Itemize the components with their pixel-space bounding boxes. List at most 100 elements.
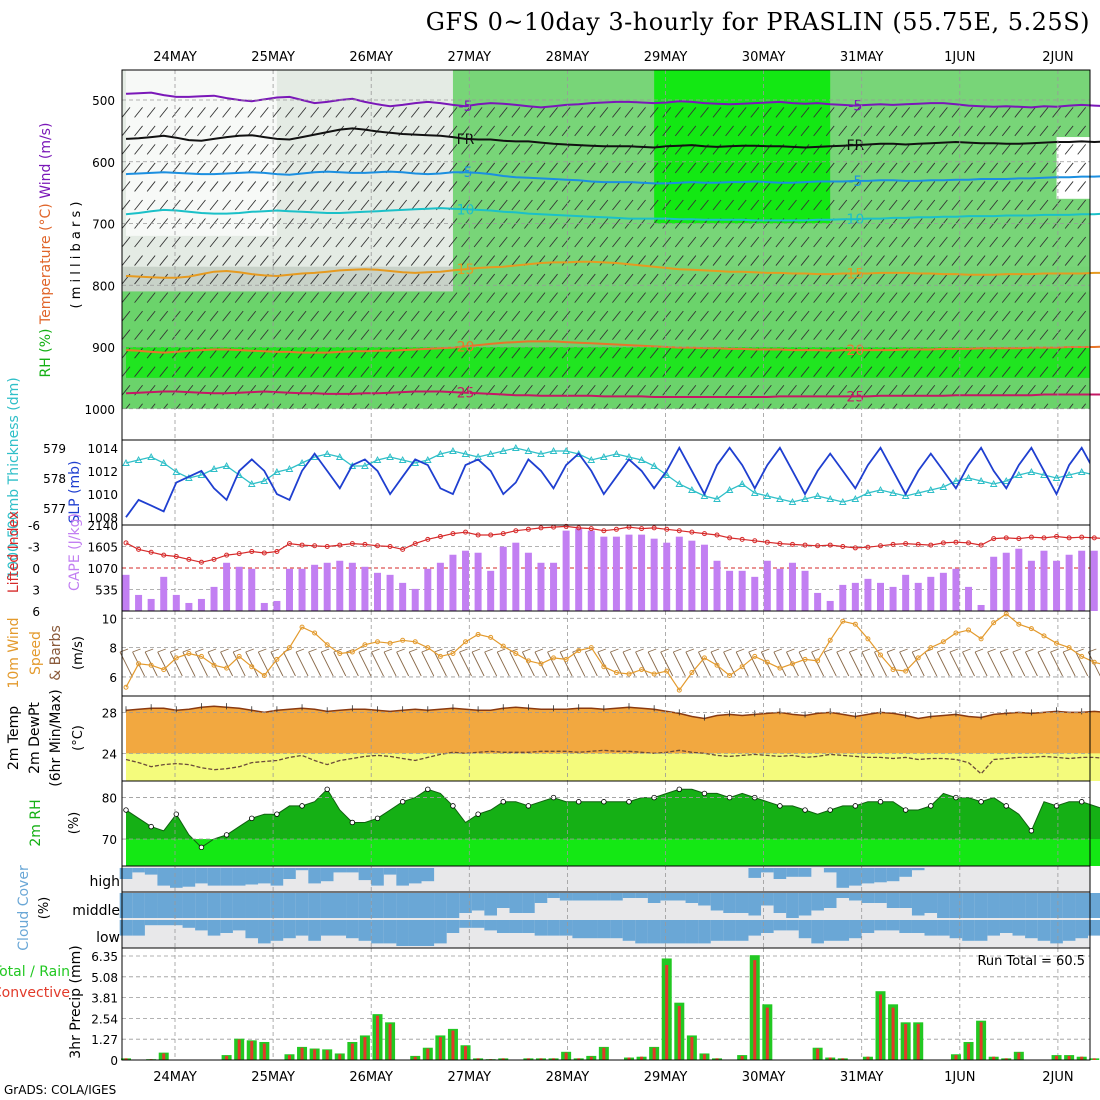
wind-barb-flag	[358, 648, 368, 653]
cape-bar	[197, 598, 205, 611]
wind-speed-marker	[915, 655, 921, 661]
cloud-bar	[811, 893, 824, 911]
wind-barb	[1055, 403, 1061, 409]
wind-barb	[270, 651, 284, 677]
wind-barb	[498, 329, 508, 340]
wind-barb	[552, 403, 558, 409]
cloud-bar	[295, 868, 309, 871]
precip-convective-bar	[1004, 1058, 1008, 1060]
lifted-index-marker	[123, 540, 129, 546]
wind-barb	[159, 199, 169, 211]
wind-speed-marker	[1091, 659, 1097, 665]
cloud-bar	[396, 868, 409, 886]
wind-speed-marker	[903, 668, 909, 674]
precip-convective-bar	[501, 1058, 505, 1060]
wind-barb	[448, 181, 458, 192]
temp-tick: 28	[102, 706, 117, 720]
wind-barb	[335, 310, 345, 322]
cloud-bar	[333, 920, 347, 936]
wind-barb	[687, 329, 697, 340]
wind-barb	[712, 347, 722, 359]
wind-barb	[484, 651, 498, 677]
precip-tick: 3.81	[91, 992, 118, 1006]
wind-barb	[987, 651, 1001, 677]
precip-convective-bar	[954, 1055, 958, 1060]
thickness-marker	[600, 452, 608, 460]
wind-barb	[171, 384, 181, 396]
wind-barb	[146, 273, 156, 285]
thickness-marker	[750, 488, 759, 496]
wind-barb	[347, 199, 357, 211]
isotherm-label: -5	[848, 174, 862, 190]
wind-barb	[197, 310, 206, 322]
wind-barb	[1014, 273, 1024, 285]
wind-barb	[586, 292, 596, 303]
cloud-bar	[849, 893, 862, 901]
rh2m-marker	[701, 790, 708, 797]
cape-bar	[751, 576, 759, 611]
wind-barb	[850, 199, 860, 211]
wind-barb	[649, 107, 659, 118]
cape-bar	[1090, 550, 1098, 611]
wind-barb	[737, 181, 747, 192]
wind-barb	[712, 162, 722, 174]
wind-barb	[146, 236, 156, 248]
wind-barb	[247, 236, 257, 248]
wind-barb	[1039, 181, 1049, 192]
cape-bar	[336, 560, 344, 611]
wind-barb	[486, 347, 496, 359]
cloud-bar	[295, 920, 309, 936]
wind-barb-flag	[321, 648, 330, 653]
cloud-bar	[773, 893, 787, 913]
ytick-label: 800	[92, 279, 115, 293]
wind-barb	[939, 199, 948, 211]
wind-barb	[272, 329, 282, 340]
wind-speed-marker	[991, 620, 997, 626]
cloud-bar	[496, 920, 510, 933]
thickness-line	[125, 447, 1090, 503]
wind-barb	[612, 292, 621, 303]
wind-barb	[134, 236, 143, 248]
wind-barb	[184, 384, 194, 396]
wind-barb	[637, 292, 646, 303]
thickness-marker	[688, 485, 696, 493]
wind-barb	[1027, 162, 1036, 174]
cloud-bar	[220, 920, 233, 933]
cloud-bar	[333, 893, 347, 918]
run-total-annotation: Run Total = 60.5	[977, 954, 1085, 969]
wind-barb	[473, 144, 483, 155]
wind-barb	[486, 144, 496, 155]
wind-barb	[464, 403, 470, 409]
wind-barb	[700, 329, 709, 340]
wind-barb	[146, 144, 156, 155]
wind-barb	[511, 310, 521, 322]
wind-barb	[578, 403, 584, 409]
precip-convective-bar	[426, 1048, 430, 1060]
wind-barb	[398, 366, 408, 377]
wind-barb	[511, 329, 521, 340]
cloud-bar	[949, 893, 963, 918]
wind-barb	[1014, 366, 1024, 377]
wind-barb	[848, 651, 862, 677]
wind-barb	[813, 236, 822, 248]
wind-speed-marker	[173, 655, 179, 661]
wind-barb	[1039, 366, 1049, 377]
wind-barb	[232, 651, 246, 677]
wind-speed-marker	[777, 665, 783, 671]
thickness-marker	[247, 479, 256, 487]
wind-barb	[901, 310, 911, 322]
wind-speed-marker	[186, 651, 192, 656]
cloud-bar	[157, 893, 171, 918]
lifted-index-marker	[777, 541, 783, 547]
cloud-bar	[773, 868, 787, 879]
wind-barb	[1089, 265, 1090, 266]
wind-speed-marker	[563, 656, 569, 662]
wind-barb	[1052, 107, 1061, 118]
wind-speed-marker	[878, 652, 883, 658]
wind-barb	[423, 329, 433, 340]
lifted-index-marker	[463, 529, 469, 535]
wind-barb	[373, 329, 382, 340]
wind-barb	[725, 181, 734, 192]
ytick-label: 900	[92, 341, 115, 355]
